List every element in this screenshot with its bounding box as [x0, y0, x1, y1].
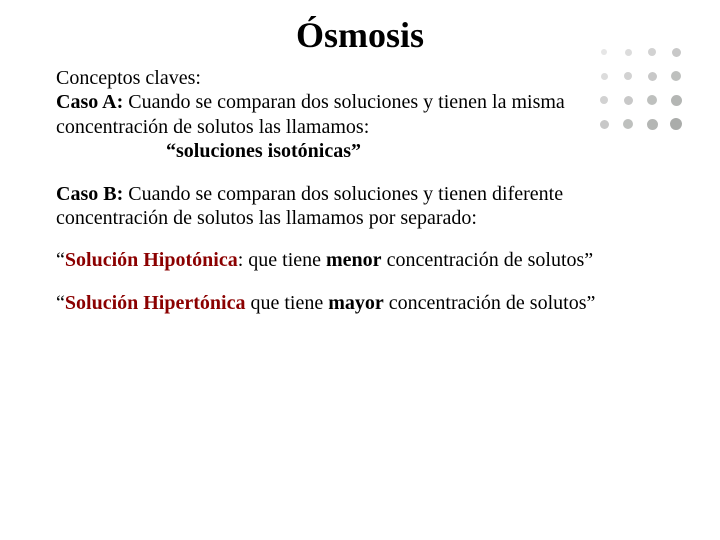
dot-icon [648, 48, 656, 56]
hiper-rest: concentración de solutos” [384, 292, 596, 314]
dot-icon [601, 49, 607, 55]
paragraph-caso-b: Caso B: Cuando se comparan dos solucione… [56, 182, 664, 231]
dot-icon [624, 96, 633, 105]
hipo-mid: : que tiene [238, 249, 326, 271]
slide: Ósmosis Conceptos claves: Caso A: Cuando… [0, 0, 720, 540]
dot-icon [601, 73, 608, 80]
dot-icon [671, 71, 681, 81]
isotonicas-text: “soluciones isotónicas” [166, 139, 361, 163]
hipo-bold: menor [326, 249, 382, 271]
dot-icon [671, 95, 682, 106]
dot-icon [624, 72, 632, 80]
dot-icon [647, 119, 658, 130]
caso-b-label: Caso B: [56, 183, 123, 205]
hipo-rest: concentración de solutos” [382, 249, 594, 271]
caso-b-text: Cuando se comparan dos soluciones y tien… [56, 183, 563, 229]
hipo-open-quote: “ [56, 249, 65, 271]
page-title: Ósmosis [56, 14, 664, 56]
dot-icon [670, 118, 682, 130]
paragraph-hipotonica: “Solución Hipotónica: que tiene menor co… [56, 248, 664, 272]
caso-a-label: Caso A: [56, 91, 123, 113]
dot-icon [648, 72, 657, 81]
dot-icon [600, 120, 609, 129]
decorative-dots [598, 46, 694, 142]
hiper-term: Solución Hipertónica [65, 292, 246, 314]
caso-a-text: Cuando se comparan dos soluciones y tien… [56, 91, 565, 137]
dot-icon [623, 119, 633, 129]
dot-icon [672, 48, 681, 57]
dot-icon [600, 96, 608, 104]
conceptos-label: Conceptos claves: [56, 67, 201, 89]
paragraph-caso-a: Conceptos claves: Caso A: Cuando se comp… [56, 66, 616, 164]
hiper-mid: que tiene [245, 292, 328, 314]
dot-icon [647, 95, 657, 105]
hipo-term: Solución Hipotónica [65, 249, 238, 271]
paragraph-hipertonica: “Solución Hipertónica que tiene mayor co… [56, 291, 664, 315]
hiper-open-quote: “ [56, 292, 65, 314]
hiper-bold: mayor [328, 292, 384, 314]
dot-icon [625, 49, 632, 56]
